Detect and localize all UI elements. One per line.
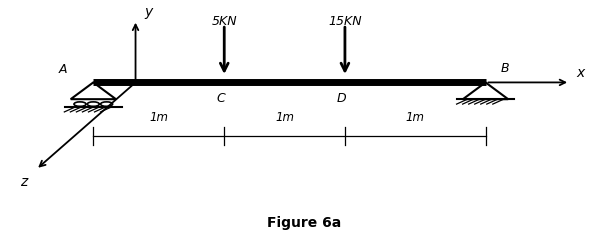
Text: 15KN: 15KN [328,15,362,28]
Text: y: y [144,5,153,19]
Text: B: B [501,62,509,74]
Text: x: x [576,66,584,80]
Text: Figure 6a: Figure 6a [267,216,342,230]
Text: C: C [217,93,225,106]
Text: 1m: 1m [406,111,424,124]
Text: A: A [59,63,68,76]
Text: z: z [20,175,27,189]
Text: 1m: 1m [149,111,168,124]
Text: D: D [337,93,347,106]
Text: 5KN: 5KN [211,15,237,28]
Text: 1m: 1m [275,111,294,124]
